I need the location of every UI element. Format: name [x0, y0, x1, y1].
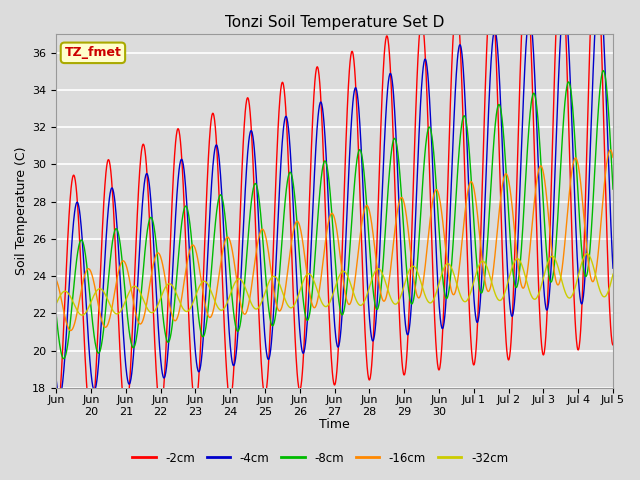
Text: TZ_fmet: TZ_fmet: [65, 47, 122, 60]
Legend: -2cm, -4cm, -8cm, -16cm, -32cm: -2cm, -4cm, -8cm, -16cm, -32cm: [127, 447, 513, 469]
X-axis label: Time: Time: [319, 419, 350, 432]
Y-axis label: Soil Temperature (C): Soil Temperature (C): [15, 146, 28, 275]
Title: Tonzi Soil Temperature Set D: Tonzi Soil Temperature Set D: [225, 15, 444, 30]
